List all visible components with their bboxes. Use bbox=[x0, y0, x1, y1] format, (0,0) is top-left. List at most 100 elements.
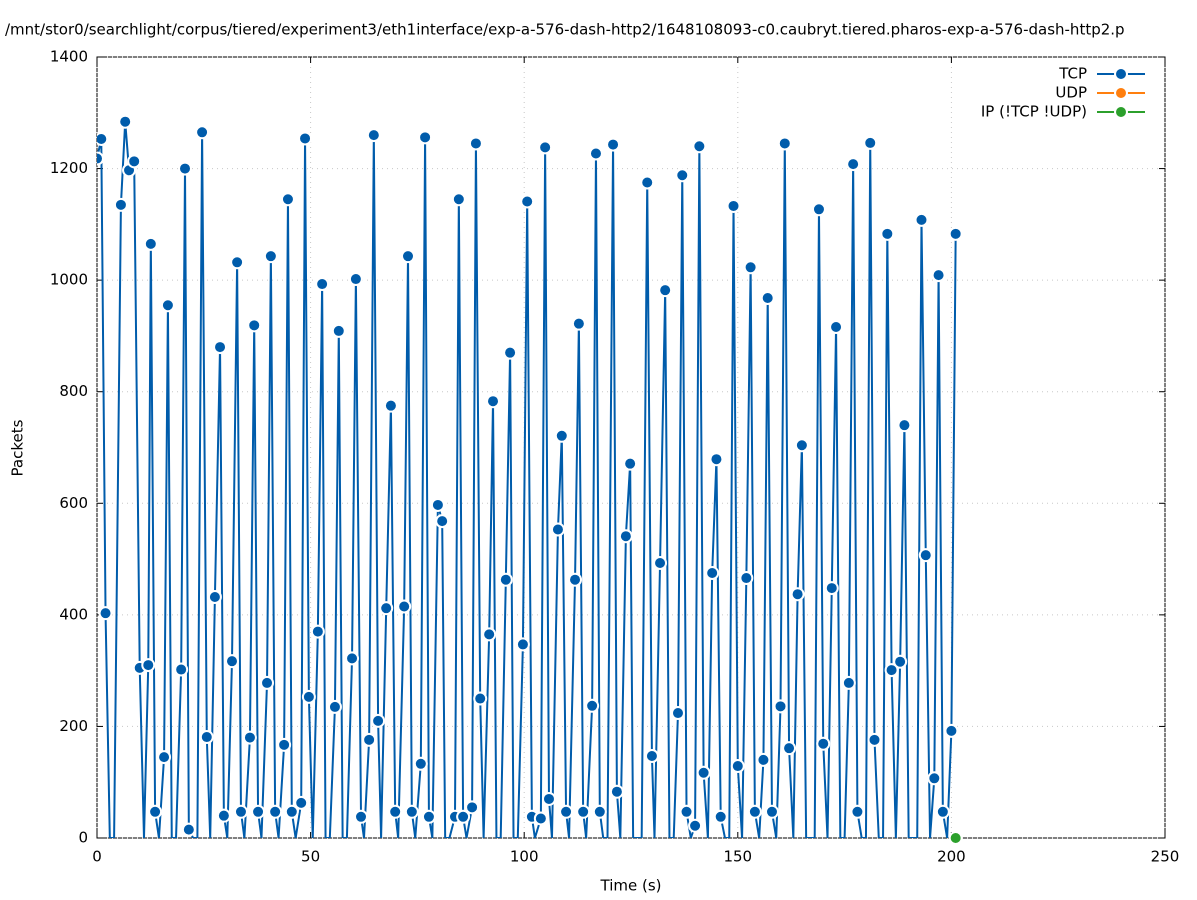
point bbox=[760, 290, 775, 305]
point bbox=[298, 131, 313, 146]
point bbox=[914, 212, 929, 227]
point bbox=[294, 795, 309, 810]
point bbox=[260, 675, 275, 690]
point bbox=[354, 809, 369, 824]
point bbox=[418, 130, 433, 145]
point bbox=[816, 736, 831, 751]
point bbox=[897, 418, 912, 433]
point bbox=[98, 606, 113, 621]
point bbox=[230, 255, 245, 270]
point bbox=[371, 713, 386, 728]
legend-label: IP (!TCP !UDP) bbox=[981, 103, 1087, 121]
point bbox=[362, 732, 377, 747]
point bbox=[383, 398, 398, 413]
point bbox=[863, 135, 878, 150]
point bbox=[327, 699, 342, 714]
point bbox=[884, 663, 899, 678]
point bbox=[280, 192, 295, 207]
point bbox=[948, 226, 963, 241]
point bbox=[696, 765, 711, 780]
point bbox=[413, 756, 428, 771]
point bbox=[829, 320, 844, 335]
point bbox=[465, 800, 480, 815]
point bbox=[756, 752, 771, 767]
point bbox=[213, 340, 228, 355]
point bbox=[284, 804, 299, 819]
point bbox=[195, 125, 210, 140]
point bbox=[644, 748, 659, 763]
point bbox=[435, 514, 450, 529]
x-tick-label: 50 bbox=[301, 848, 320, 866]
point bbox=[658, 283, 673, 298]
point bbox=[366, 128, 381, 143]
point bbox=[503, 345, 518, 360]
point bbox=[113, 197, 128, 212]
point bbox=[554, 428, 569, 443]
point bbox=[348, 272, 363, 287]
plot-area bbox=[97, 114, 963, 838]
point bbox=[468, 136, 483, 151]
point bbox=[688, 818, 703, 833]
point bbox=[397, 599, 412, 614]
point bbox=[850, 804, 865, 819]
series-line bbox=[97, 121, 957, 838]
point bbox=[178, 161, 193, 176]
point bbox=[404, 804, 419, 819]
x-axis-label: Time (s) bbox=[600, 877, 662, 895]
point bbox=[773, 699, 788, 714]
point bbox=[224, 654, 239, 669]
point bbox=[379, 601, 394, 616]
point bbox=[606, 137, 621, 152]
point bbox=[97, 132, 109, 147]
point bbox=[430, 497, 445, 512]
point bbox=[670, 706, 685, 721]
point bbox=[948, 831, 963, 845]
point bbox=[777, 136, 792, 151]
point bbox=[520, 194, 535, 209]
point bbox=[618, 529, 633, 544]
point bbox=[550, 522, 565, 537]
point bbox=[568, 572, 583, 587]
point bbox=[181, 822, 196, 837]
x-tick-label: 100 bbox=[510, 848, 539, 866]
y-tick-label: 200 bbox=[59, 717, 88, 735]
point bbox=[713, 809, 728, 824]
point bbox=[623, 456, 638, 471]
point bbox=[174, 662, 189, 677]
point bbox=[315, 277, 330, 292]
point bbox=[730, 759, 745, 774]
point bbox=[345, 651, 360, 666]
point bbox=[893, 654, 908, 669]
point bbox=[242, 730, 257, 745]
x-tick-label: 250 bbox=[1151, 848, 1180, 866]
point bbox=[931, 268, 946, 283]
point bbox=[764, 804, 779, 819]
point bbox=[301, 689, 316, 704]
legend-marker bbox=[1114, 67, 1128, 81]
point bbox=[653, 555, 668, 570]
point bbox=[705, 566, 720, 581]
point bbox=[141, 658, 156, 673]
y-tick-label: 800 bbox=[59, 382, 88, 400]
point bbox=[148, 804, 163, 819]
point bbox=[559, 804, 574, 819]
y-tick-label: 0 bbox=[78, 829, 88, 847]
point bbox=[747, 804, 762, 819]
point bbox=[935, 804, 950, 819]
point bbox=[640, 175, 655, 190]
legend-marker bbox=[1114, 86, 1128, 100]
point bbox=[538, 140, 553, 155]
point bbox=[675, 168, 690, 183]
y-tick-label: 1200 bbox=[50, 159, 88, 177]
point bbox=[97, 151, 104, 166]
point bbox=[118, 114, 133, 129]
y-tick-label: 400 bbox=[59, 605, 88, 623]
point bbox=[709, 452, 724, 467]
point bbox=[482, 627, 497, 642]
point bbox=[401, 249, 416, 264]
point bbox=[726, 198, 741, 213]
legend-label: UDP bbox=[1055, 84, 1087, 102]
point bbox=[233, 804, 248, 819]
point bbox=[592, 804, 607, 819]
